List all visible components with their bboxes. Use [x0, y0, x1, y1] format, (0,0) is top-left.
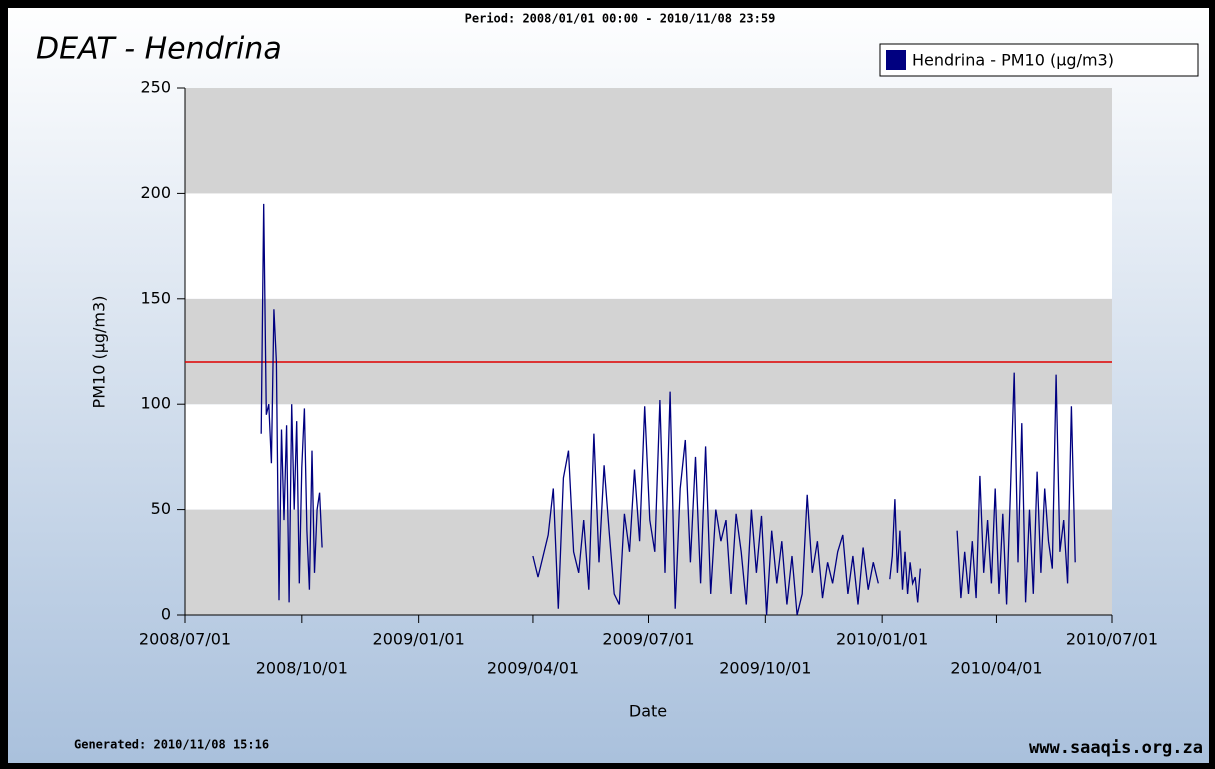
footer-left: Generated: 2010/11/08 15:16 [74, 738, 269, 752]
x-tick-label: 2009/10/01 [719, 659, 811, 678]
y-tick-label: 100 [140, 394, 171, 413]
footer-right: www.saaqis.org.za [1029, 738, 1203, 758]
x-tick-label: 2008/07/01 [139, 630, 231, 649]
legend-label: Hendrina - PM10 (µg/m3) [912, 51, 1114, 70]
x-tick-label: 2009/07/01 [602, 630, 694, 649]
band [185, 193, 1112, 299]
x-tick-label: 2009/04/01 [487, 659, 579, 678]
y-tick-label: 250 [140, 78, 171, 97]
y-tick-label: 150 [140, 288, 171, 307]
y-axis-label: PM10 (µg/m3) [90, 296, 109, 409]
x-axis-label: Date [629, 702, 667, 721]
band [185, 88, 1112, 194]
x-tick-label: 2009/01/01 [373, 630, 465, 649]
band [185, 509, 1112, 615]
y-tick-label: 0 [161, 605, 171, 624]
x-tick-label: 2008/10/01 [256, 659, 348, 678]
band [185, 298, 1112, 405]
subtitle: Period: 2008/01/01 00:00 - 2010/11/08 23… [465, 12, 776, 26]
x-tick-label: 2010/01/01 [836, 630, 928, 649]
y-tick-label: 50 [151, 499, 171, 518]
y-tick-label: 200 [140, 183, 171, 202]
chart-title: DEAT - Hendrina [36, 32, 282, 67]
legend-swatch [886, 50, 906, 70]
legend-box [879, 43, 1199, 77]
x-tick-label: 2010/07/01 [1066, 630, 1158, 649]
data-line [260, 203, 1076, 616]
x-tick-label: 2010/04/01 [950, 659, 1042, 678]
